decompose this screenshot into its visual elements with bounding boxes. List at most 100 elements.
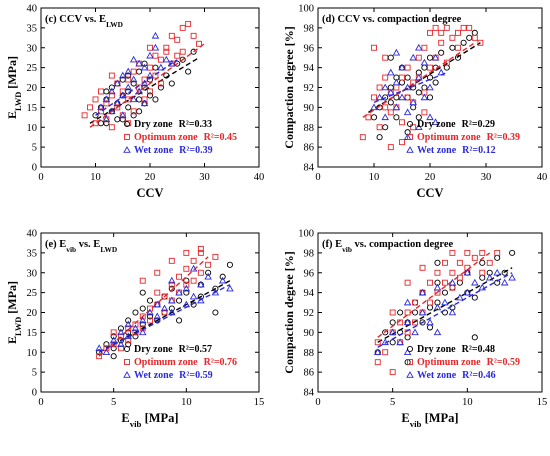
data-point (135, 87, 143, 95)
data-point (382, 74, 389, 81)
series-square (374, 249, 501, 376)
data-point (403, 83, 412, 91)
plot-frame (40, 232, 260, 393)
legend-marker (407, 134, 413, 140)
data-point (455, 29, 461, 36)
fit-line (368, 42, 481, 113)
data-point (161, 309, 168, 316)
legend-label: Dry zone R²=0.33 (134, 119, 212, 130)
data-point (359, 134, 366, 141)
data-point (197, 249, 204, 256)
data-point (168, 257, 175, 264)
legend-label: Wet zone R²=0.59 (134, 370, 213, 381)
y-tick-label: 100 (298, 4, 314, 15)
data-point (152, 96, 159, 103)
data-point (420, 58, 429, 66)
data-point (125, 72, 132, 79)
data-point (130, 108, 137, 115)
plot-frame (317, 7, 543, 168)
series-square (96, 245, 219, 360)
x-tick-label: 40 (537, 172, 548, 183)
data-point (182, 284, 191, 292)
y-tick-label: 0 (32, 163, 37, 174)
data-point (95, 344, 103, 352)
data-point (387, 54, 394, 61)
fit-line (373, 71, 448, 104)
data-point (449, 34, 456, 41)
data-point (382, 124, 389, 131)
x-tick-label: 0 (38, 172, 43, 183)
legend-label: Optimum zone R²=0.59 (417, 357, 520, 368)
data-point (433, 283, 442, 291)
chart-panel-f: 0 5 10 15 84 86 88 90 92 94 96 98 100 (f) Evib vs. co… (282, 229, 547, 430)
data-point (179, 56, 186, 63)
data-point (501, 269, 508, 276)
legend-marker (123, 120, 131, 128)
data-point (438, 39, 445, 46)
data-point (197, 280, 205, 288)
data-point (471, 254, 478, 261)
legend-marker (406, 146, 414, 153)
x-axis-label: CCV (136, 186, 163, 200)
data-point (471, 34, 478, 41)
data-point (174, 36, 181, 43)
data-point (466, 34, 473, 41)
data-point (130, 112, 137, 119)
data-point (92, 96, 99, 103)
data-point (153, 300, 162, 308)
x-tick-label: 20 (145, 172, 156, 183)
series-square (81, 20, 205, 131)
data-point (130, 80, 137, 87)
y-axis-label: ELWD [MPa] (5, 56, 23, 119)
chart-panel-e: 0 5 10 15 0 5 10 15 20 25 30 35 40 (e) Evib vs. ELWD E… (5, 229, 264, 430)
legend-label: Wet zone R²=0.39 (134, 145, 213, 156)
data-point (205, 269, 212, 276)
data-point (374, 339, 381, 346)
data-point (509, 249, 516, 256)
data-point (426, 54, 434, 61)
data-point (494, 249, 501, 256)
data-point (196, 40, 203, 47)
data-point (160, 304, 169, 312)
data-point (404, 94, 411, 101)
y-tick-label: 90 (304, 103, 315, 114)
data-point (212, 285, 219, 292)
data-point (124, 67, 132, 75)
y-tick-label: 5 (32, 143, 37, 154)
data-point (157, 84, 164, 91)
data-point (371, 44, 377, 51)
data-point (190, 277, 197, 284)
data-point (97, 108, 104, 115)
x-tick-label: 10 (90, 172, 101, 183)
data-point (108, 124, 115, 131)
data-point (441, 289, 448, 296)
data-point (109, 336, 118, 344)
legend-label: Dry zone R²=0.29 (417, 119, 495, 130)
data-point (183, 265, 190, 272)
y-tick-label: 20 (27, 83, 38, 94)
fit-line (377, 252, 491, 338)
data-point (389, 319, 396, 326)
data-point (434, 259, 441, 266)
y-axis-label: Compaction degree [%] (282, 26, 296, 148)
data-point (117, 328, 125, 336)
data-point (415, 54, 422, 61)
data-point (114, 116, 121, 123)
data-point (392, 78, 401, 86)
data-point (132, 309, 139, 316)
data-point (373, 348, 382, 355)
legend: Dry zone R²=0.57 Optimum zone R²=0.76 Wet zo… (123, 344, 237, 381)
data-point (421, 84, 428, 91)
data-point (153, 312, 162, 320)
data-point (433, 328, 442, 336)
legend-label: Dry zone R²=0.57 (134, 344, 212, 355)
data-point (415, 43, 423, 51)
data-point (399, 139, 405, 146)
data-point (179, 24, 186, 31)
data-point (132, 321, 139, 328)
y-tick-label: 92 (304, 308, 315, 319)
data-point (138, 328, 147, 336)
data-point (382, 104, 389, 111)
legend-marker (124, 359, 130, 365)
data-point (151, 31, 160, 39)
